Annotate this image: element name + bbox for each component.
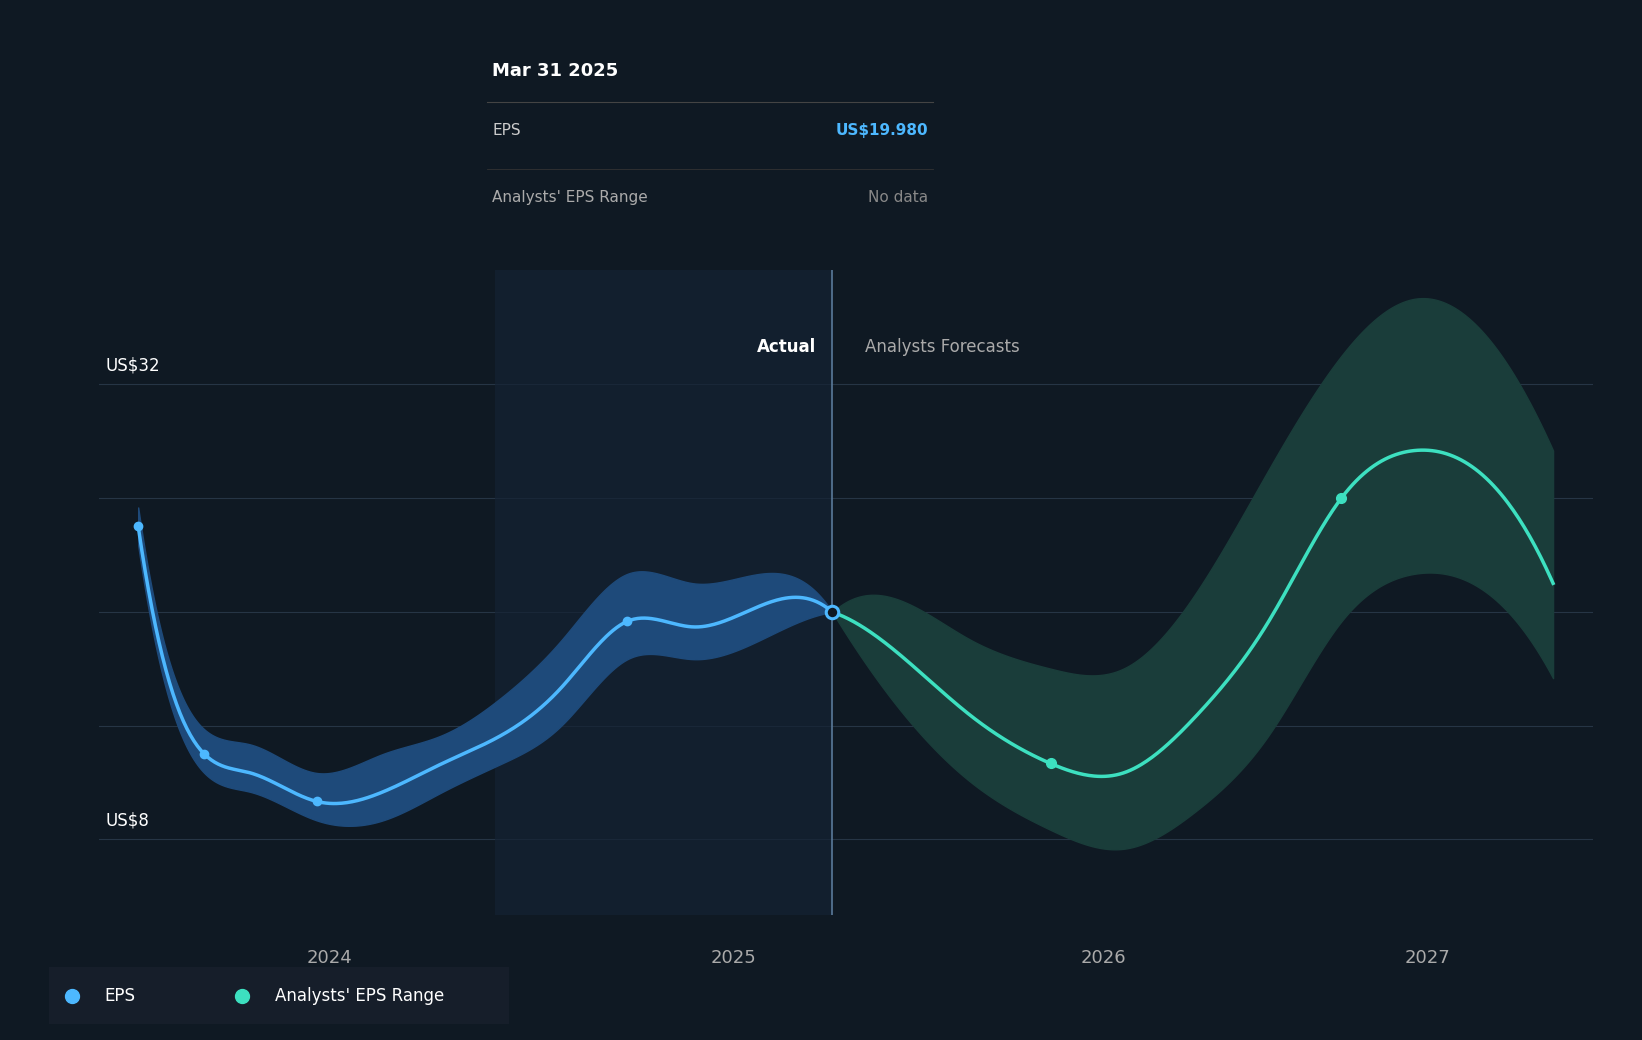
Text: Analysts' EPS Range: Analysts' EPS Range bbox=[493, 189, 649, 205]
Bar bbox=[496, 270, 832, 915]
Text: Mar 31 2025: Mar 31 2025 bbox=[493, 62, 619, 80]
Text: Analysts Forecasts: Analysts Forecasts bbox=[865, 338, 1020, 356]
Text: 2026: 2026 bbox=[1080, 950, 1126, 967]
Text: Actual: Actual bbox=[757, 338, 816, 356]
Text: EPS: EPS bbox=[105, 987, 135, 1005]
Text: US$19.980: US$19.980 bbox=[836, 123, 928, 137]
Text: 2024: 2024 bbox=[307, 950, 353, 967]
Text: US$8: US$8 bbox=[105, 812, 149, 830]
FancyBboxPatch shape bbox=[39, 966, 519, 1025]
Text: 2027: 2027 bbox=[1404, 950, 1450, 967]
Text: 2025: 2025 bbox=[711, 950, 755, 967]
Text: EPS: EPS bbox=[493, 123, 521, 137]
Text: No data: No data bbox=[869, 189, 928, 205]
Text: US$32: US$32 bbox=[105, 357, 159, 374]
Text: Analysts' EPS Range: Analysts' EPS Range bbox=[274, 987, 443, 1005]
